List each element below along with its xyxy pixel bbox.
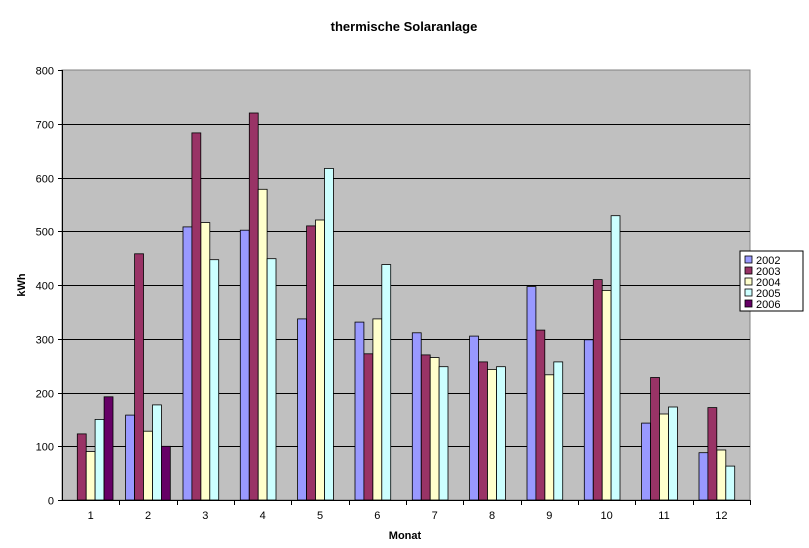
bar-2003-month-3 (191, 132, 202, 501)
x-tick-label: 6 (374, 510, 380, 522)
legend-swatch (744, 255, 753, 264)
bar-2004-month-12 (716, 449, 727, 501)
y-tick-label: 500 (36, 227, 54, 239)
x-tick-label: 11 (658, 510, 669, 522)
x-tick-label: 12 (715, 510, 727, 522)
bar-2002-month-7 (411, 332, 422, 501)
x-axis-title: Monat (389, 530, 422, 542)
gridlines (62, 124, 750, 447)
legend-swatch (744, 266, 753, 275)
legend-label: 2005 (756, 288, 780, 300)
bar-2003-month-10 (592, 279, 603, 501)
bar-2005-month-8 (496, 366, 506, 501)
y-tick-label: 700 (36, 120, 54, 132)
bar-2003-month-6 (363, 353, 374, 501)
bar-2004-month-10 (601, 289, 612, 501)
legend-label: 2003 (756, 266, 780, 278)
chart-title: thermische Solaranlage (331, 19, 478, 34)
bar-2002-month-3 (182, 226, 193, 501)
bar-2004-month-1 (85, 451, 96, 501)
bar-2004-month-11 (659, 413, 669, 501)
bar-2003-month-11 (650, 377, 660, 501)
bar-2003-month-12 (707, 407, 718, 501)
y-tick-label: 800 (36, 66, 54, 78)
bar-2002-month-2 (125, 414, 135, 501)
bar-2003-month-1 (76, 433, 87, 501)
y-tick-label: 600 (36, 174, 54, 186)
bar-2004-month-9 (544, 374, 555, 501)
bar-2005-month-5 (324, 167, 334, 501)
bar-2005-month-2 (152, 404, 162, 501)
bar-2005-month-3 (209, 259, 220, 501)
bar-2004-month-2 (143, 430, 153, 501)
bar-2003-month-5 (306, 225, 316, 501)
bar-2004-month-4 (257, 188, 268, 501)
bar-2003-month-2 (134, 253, 144, 501)
bar-2006-month-2 (160, 445, 171, 501)
x-tick-label: 7 (432, 510, 438, 522)
legend-swatch (744, 288, 753, 297)
bar-2002-month-11 (641, 422, 651, 501)
bar-2005-month-6 (381, 264, 392, 501)
y-tick-label: 100 (36, 442, 54, 454)
bar-2005-month-1 (94, 418, 105, 501)
x-tick-label: 10 (601, 510, 613, 522)
bar-2002-month-10 (583, 339, 594, 501)
x-tick-label: 4 (260, 510, 266, 522)
bar-2002-month-5 (297, 318, 307, 501)
bar-2004-month-8 (487, 368, 497, 501)
x-tick-label: 2 (145, 510, 151, 522)
x-tick-label: 8 (489, 510, 495, 522)
y-tick-label: 0 (48, 496, 54, 508)
legend-swatch (744, 277, 753, 286)
x-tick-label: 3 (202, 510, 208, 522)
bar-2003-month-7 (420, 354, 431, 501)
bar-2005-month-9 (553, 361, 564, 501)
bar-2004-month-7 (429, 357, 440, 501)
bar-2006-month-1 (103, 396, 114, 501)
bar-2002-month-9 (526, 286, 537, 501)
y-tick-label: 400 (36, 281, 54, 293)
bar-2003-month-9 (535, 329, 546, 501)
x-tick-label: 9 (546, 510, 552, 522)
bar-2005-month-12 (725, 465, 736, 501)
bar-2005-month-10 (610, 215, 621, 501)
bar-2005-month-11 (668, 406, 678, 501)
bar-2003-month-8 (478, 361, 488, 501)
legend-label: 2006 (756, 299, 780, 311)
bar-2005-month-4 (266, 258, 277, 501)
y-tick-label: 300 (36, 335, 54, 347)
y-axis-title: kWh (16, 273, 28, 297)
bar-2005-month-7 (438, 366, 449, 501)
bar-2004-month-5 (315, 219, 325, 501)
bar-2002-month-12 (698, 452, 709, 501)
bar-2003-month-4 (248, 112, 259, 501)
bar-2004-month-6 (372, 318, 383, 501)
legend-swatch (744, 299, 753, 308)
x-tick-label: 5 (317, 510, 323, 522)
bar-2002-month-8 (469, 335, 479, 501)
y-tick-label: 200 (36, 389, 54, 401)
legend-label: 2004 (756, 277, 780, 289)
x-tick-label: 1 (88, 510, 94, 522)
bar-2004-month-3 (200, 222, 211, 501)
bar-2002-month-4 (239, 229, 250, 501)
legend-label: 2002 (756, 255, 780, 267)
bar-2002-month-6 (354, 321, 365, 501)
